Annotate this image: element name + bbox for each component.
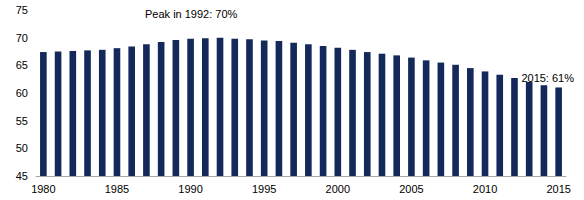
svg-text:1990: 1990 (178, 183, 202, 195)
svg-text:2015: 2015 (546, 183, 570, 195)
svg-text:1980: 1980 (31, 183, 55, 195)
svg-text:50: 50 (16, 142, 28, 154)
svg-text:2000: 2000 (326, 183, 350, 195)
svg-text:1995: 1995 (252, 183, 276, 195)
svg-text:Peak in 1992: 70%: Peak in 1992: 70% (145, 8, 238, 20)
svg-text:45: 45 (16, 170, 28, 182)
svg-text:1985: 1985 (105, 183, 129, 195)
svg-text:70: 70 (16, 32, 28, 44)
svg-text:60: 60 (16, 87, 28, 99)
svg-text:55: 55 (16, 115, 28, 127)
svg-text:2015: 61%: 2015: 61% (521, 72, 574, 84)
svg-text:2005: 2005 (399, 183, 423, 195)
svg-text:75: 75 (16, 4, 28, 16)
svg-text:65: 65 (16, 59, 28, 71)
svg-text:2010: 2010 (473, 183, 497, 195)
